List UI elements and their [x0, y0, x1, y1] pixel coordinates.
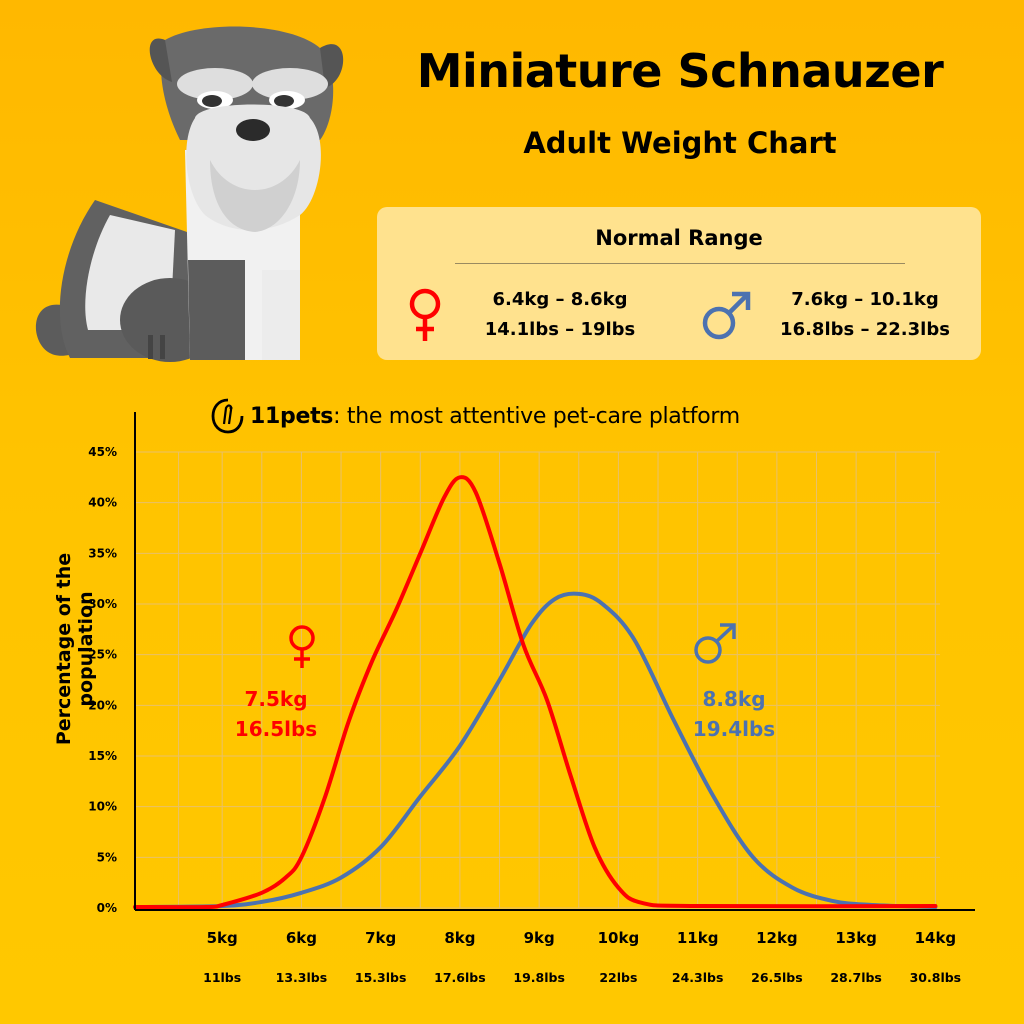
x-tick-label: 5kg	[207, 929, 238, 947]
x-tick-sublabel: 26.5lbs	[751, 970, 803, 985]
y-tick-label: 5%	[97, 850, 117, 864]
chart-tick-labels: 0% 5% 10% 15% 20% 25% 30% 35% 40% 45% 5kg 11lbs 6kg 1…	[88, 445, 961, 985]
brand-name: 11pets	[250, 403, 334, 429]
male-peak-annotation: 8.8kg 19.4lbs	[684, 684, 784, 744]
x-tick-label: 12kg	[756, 929, 798, 947]
x-tick-label: 14kg	[915, 929, 957, 947]
brand-tagline: : the most attentive pet-care platform	[333, 403, 740, 429]
chart-grid	[135, 451, 940, 909]
female-range-lbs: 14.1lbs – 19lbs	[484, 319, 636, 340]
page-title: Miniature Schnauzer	[416, 44, 944, 98]
male-series-line	[133, 591, 938, 909]
y-tick-label: 40%	[88, 496, 117, 510]
y-tick-label: 45%	[88, 445, 117, 459]
male-range: 7.6kg – 10.1kg 16.8lbs – 22.3lbs	[765, 285, 965, 345]
x-tick-label: 9kg	[524, 929, 555, 947]
chart-axes	[134, 412, 975, 911]
x-tick-label: 7kg	[365, 929, 396, 947]
female-range: 6.4kg – 8.6kg 14.1lbs – 19lbs	[465, 285, 655, 345]
male-symbol-icon	[694, 623, 736, 664]
chart-series	[133, 475, 938, 910]
11pets-logo-icon	[211, 398, 244, 434]
y-tick-label: 35%	[88, 546, 117, 560]
x-tick-sublabel: 13.3lbs	[276, 970, 328, 985]
male-peak-lbs: 19.4lbs	[692, 717, 776, 741]
x-tick-sublabel: 22lbs	[599, 970, 637, 985]
x-tick-sublabel: 19.8lbs	[513, 970, 565, 985]
female-symbol-icon	[289, 625, 315, 668]
y-tick-label: 20%	[88, 698, 117, 712]
normal-range-title: Normal Range	[595, 226, 763, 250]
x-tick-sublabel: 30.8lbs	[910, 970, 962, 985]
male-symbol-icon	[702, 291, 751, 340]
x-tick-label: 10kg	[598, 929, 640, 947]
brand-banner: 11pets: the most attentive pet-care plat…	[210, 396, 740, 436]
female-symbol-icon	[409, 288, 441, 341]
female-peak-kg: 7.5kg	[244, 687, 308, 711]
normal-range-panel: Normal Range 6.4kg – 8.6kg 14.1lbs – 19l…	[377, 207, 981, 360]
female-peak-lbs: 16.5lbs	[234, 717, 318, 741]
x-tick-sublabel: 28.7lbs	[830, 970, 882, 985]
y-tick-label: 15%	[88, 749, 117, 763]
page-subtitle: Adult Weight Chart	[523, 126, 837, 160]
y-tick-label: 25%	[88, 648, 117, 662]
x-tick-sublabel: 15.3lbs	[355, 970, 407, 985]
schnauzer-dog-icon	[35, 26, 344, 362]
y-tick-label: 10%	[88, 800, 117, 814]
x-tick-sublabel: 17.6lbs	[434, 970, 486, 985]
male-range-lbs: 16.8lbs – 22.3lbs	[780, 319, 950, 340]
y-axis-label: Percentage of the population	[53, 552, 97, 746]
female-peak-annotation: 7.5kg 16.5lbs	[226, 684, 326, 744]
x-tick-label: 8kg	[444, 929, 475, 947]
male-range-kg: 7.6kg – 10.1kg	[791, 289, 939, 310]
x-tick-label: 13kg	[835, 929, 877, 947]
x-tick-sublabel: 11lbs	[203, 970, 241, 985]
x-tick-label: 11kg	[677, 929, 719, 947]
male-peak-kg: 8.8kg	[702, 687, 766, 711]
x-tick-sublabel: 24.3lbs	[672, 970, 724, 985]
female-range-kg: 6.4kg – 8.6kg	[492, 289, 628, 310]
female-series-line	[133, 475, 938, 910]
y-tick-label: 0%	[97, 901, 117, 915]
divider	[455, 263, 905, 264]
x-tick-label: 6kg	[286, 929, 317, 947]
y-tick-label: 30%	[88, 597, 117, 611]
